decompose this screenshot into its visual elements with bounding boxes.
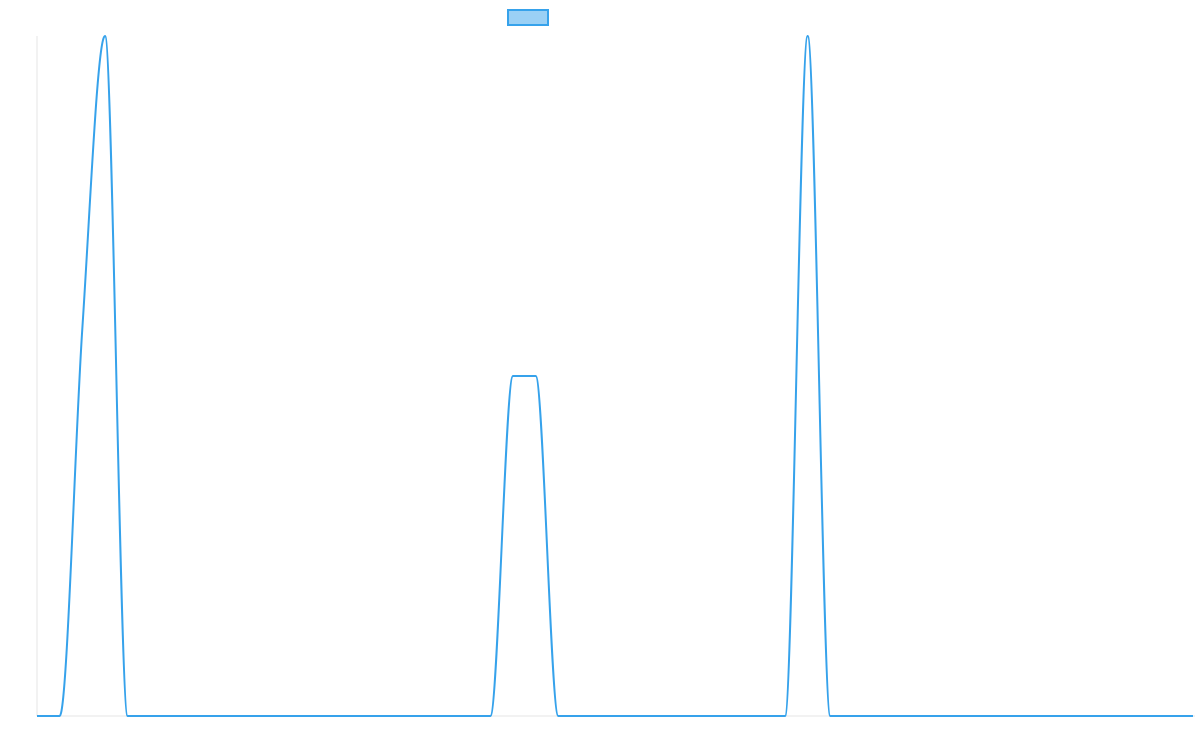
line (37, 34, 1193, 717)
legend-swatch (507, 9, 549, 26)
